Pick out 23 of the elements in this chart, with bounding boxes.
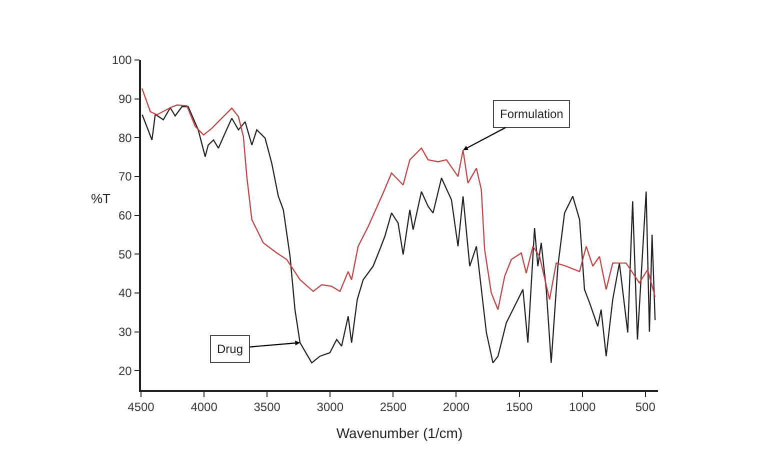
y-tick-label: 40 — [118, 286, 132, 300]
y-tick-label: 100 — [112, 53, 132, 68]
x-tick-label: 1500 — [506, 400, 533, 414]
annotation: Formulation — [500, 107, 564, 121]
x-tick-label: 1000 — [568, 400, 596, 414]
y-tick-label: 50 — [118, 247, 132, 262]
y-tick-label: 30 — [118, 324, 132, 339]
x-tick-label: 500 — [635, 400, 656, 414]
line-series — [141, 88, 656, 310]
x-tick-label: 3000 — [316, 400, 344, 414]
y-tick-label: 80 — [118, 130, 132, 145]
x-tick-label: 4000 — [190, 400, 218, 414]
x-tick-label: 4500 — [128, 400, 155, 414]
y-tick-label: 70 — [118, 170, 132, 184]
y-tick-label: 90 — [118, 92, 132, 106]
x-tick-label: 2000 — [442, 400, 470, 414]
x-tick-label: 2500 — [380, 400, 407, 414]
y-axis-title: %T — [91, 191, 111, 206]
x-axis-title: Wavenumber (1/cm) — [336, 424, 463, 441]
y-tick-label: 60 — [118, 208, 132, 222]
x-tick-label: 3500 — [254, 400, 281, 414]
y-tick-label: 20 — [118, 364, 132, 378]
annotation: Drug — [217, 342, 244, 356]
